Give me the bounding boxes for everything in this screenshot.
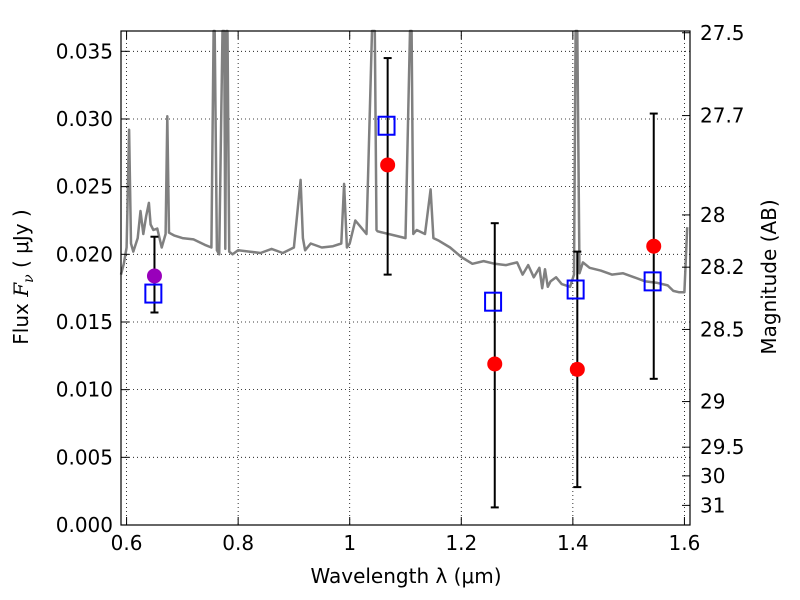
x-tick-label: 1 [343,531,356,555]
magnitude-tick-label: 31 [700,493,725,517]
x-tick-label: 1.4 [557,531,589,555]
x-tick-label: 0.6 [111,531,143,555]
magnitude-tick-label: 29 [700,390,725,414]
model-photometry-square [566,279,585,300]
observed-photometry-point [569,361,585,377]
magnitude-tick-label: 29.5 [700,435,745,459]
magnitude-tick-label: 30 [700,464,725,488]
model-photometry-square [144,283,163,304]
spectrum-line [119,29,689,294]
y-tick-label: 0.020 [56,242,113,266]
y-axis-label-suffix: ( μJy ) [9,209,33,274]
magnitude-axis-label: Magnitude (AB) [757,199,781,354]
tick-labels: 0.6 0.8 1 1.2 1.4 1.6 0.000 0.005 0.010 0.015 0.02… [56,21,745,555]
model-photometry-square [484,291,503,312]
magnitude-tick-label: 28 [700,203,725,227]
x-axis-label: Wavelength λ (μm) [310,564,501,588]
model-photometry-square [643,271,662,292]
data-markers [144,115,662,377]
y-axis-label-symbol: F [9,282,33,298]
y-tick-label: 0.025 [56,175,113,199]
magnitude-tick-label: 28.2 [700,255,745,279]
y-tick-label: 0.035 [56,39,113,63]
y-tick-label: 0.005 [56,445,113,469]
y-tick-label: 0.010 [56,378,113,402]
observed-photometry-point [646,238,662,254]
model-photometry-square [377,115,396,136]
y-axis-label: Flux Fν ( μJy ) [9,209,37,344]
y-tick-label: 0.015 [56,310,113,334]
magnitude-tick-label: 27.7 [700,104,745,128]
observed-photometry-point [380,157,396,173]
x-tick-label: 1.2 [445,531,477,555]
axis-ticks [121,31,690,526]
y-tick-label: 0.000 [56,513,113,537]
y-tick-label: 0.030 [56,107,113,131]
observed-photometry-point [146,268,162,284]
x-tick-label: 0.8 [222,531,254,555]
y-axis-label-prefix: Flux [9,297,33,345]
magnitude-tick-label: 28.5 [700,317,745,341]
plot-frame [120,30,691,526]
observed-photometry-point [487,356,503,372]
magnitude-tick-label: 27.5 [700,21,745,45]
y-axis-label-subscript: ν [21,274,37,283]
x-tick-label: 1.6 [669,531,701,555]
spectrum-line-layer [119,29,689,294]
